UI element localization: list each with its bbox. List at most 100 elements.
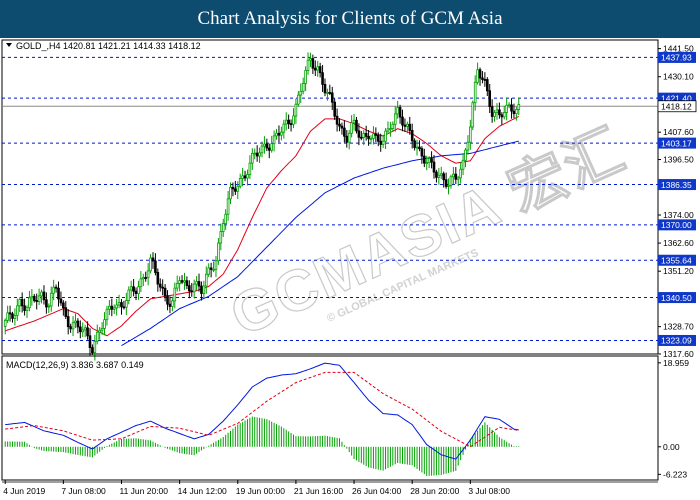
current-price-tag <box>657 100 697 113</box>
chart-canvas[interactable]: GOLD_,H4 1420.81 1421.21 1414.33 1418.12… <box>0 38 700 500</box>
candle-body <box>137 286 140 295</box>
macd-tick-label: -6.223 <box>663 469 687 479</box>
candle-body <box>490 106 494 117</box>
level-tag <box>658 334 696 346</box>
candle-body <box>301 83 305 92</box>
candle-body <box>389 128 392 130</box>
candle-body <box>423 155 426 164</box>
time-tick-label: 26 Jun 04:00 <box>352 486 401 496</box>
candle-body <box>229 187 232 200</box>
candle-body <box>275 132 278 137</box>
level-tag <box>658 292 696 304</box>
candle-body <box>241 175 244 179</box>
candle-body <box>355 119 358 132</box>
candle-body <box>289 123 293 126</box>
candle-body <box>512 110 516 115</box>
ma-slow-line <box>121 140 519 347</box>
candle-body <box>466 141 470 151</box>
candle-body <box>188 285 191 292</box>
candle-body <box>476 69 479 83</box>
candle-body <box>478 69 482 79</box>
candle-body <box>178 280 181 284</box>
level-tag <box>658 51 696 63</box>
candle-body <box>202 285 206 294</box>
level-value: 1421.40 <box>661 93 692 103</box>
level-value: 1355.64 <box>661 255 692 265</box>
candle-body <box>224 213 227 224</box>
candle-body <box>173 287 177 302</box>
candle-body <box>69 326 72 330</box>
candle-body <box>112 307 116 310</box>
candle-body <box>452 173 455 178</box>
time-tick-label: 3 Jul 08:00 <box>468 486 510 496</box>
candle-body <box>81 329 85 333</box>
candle-body <box>195 281 198 285</box>
candle-body <box>415 146 419 149</box>
candle-body <box>396 107 399 115</box>
time-tick-label: 14 Jun 12:00 <box>178 486 227 496</box>
candle-body <box>413 140 416 149</box>
macd-tick-label: 0.00 <box>663 442 680 452</box>
macd-pane: MACD(12,26,9) 3.836 3.687 0.149 18.959 0.… <box>1 355 689 481</box>
candle-body <box>49 292 53 307</box>
candle-body <box>163 287 167 297</box>
ma-fast-line <box>5 115 520 337</box>
candle-body <box>100 327 104 331</box>
time-tick-label: 21 Jun 16:00 <box>294 486 343 496</box>
level-tag <box>658 219 696 231</box>
time-tick-label: 19 Jun 00:00 <box>236 486 285 496</box>
candle-body <box>6 312 9 321</box>
candle-body <box>485 79 489 92</box>
candle-body <box>20 298 24 307</box>
candle-body <box>263 143 266 147</box>
candle-body <box>207 267 211 275</box>
candle-body <box>444 179 448 187</box>
candle-body <box>45 299 48 308</box>
macd-plot <box>4 362 520 477</box>
candle-body <box>200 285 203 294</box>
candle-body <box>83 327 87 331</box>
candle-body <box>166 295 169 305</box>
macd-pane-border <box>1 355 659 481</box>
level-value: 1323.09 <box>661 336 692 346</box>
candle-body <box>347 132 351 143</box>
candle-body <box>214 260 218 270</box>
candle-body <box>386 128 390 132</box>
candle-body <box>406 123 409 127</box>
candle-body <box>238 178 242 187</box>
candle-body <box>190 290 194 293</box>
candle-body <box>144 277 148 279</box>
candle-body <box>379 140 383 145</box>
candle-body <box>384 130 387 142</box>
candle-body <box>168 303 172 307</box>
time-axis: 4 Jun 2019 7 Jun 08:00 11 Jun 20:00 14 Jun … <box>2 480 658 496</box>
candle-body <box>217 242 220 262</box>
candle-body <box>18 298 22 307</box>
candle-body <box>456 177 460 180</box>
candle-body <box>335 115 339 125</box>
moving-averages <box>5 115 520 347</box>
price-tick-label: 1430.10 <box>663 72 694 82</box>
candle-body <box>219 231 223 244</box>
candle-body <box>340 125 344 129</box>
candle-body <box>321 72 324 85</box>
candle-body <box>234 188 237 192</box>
candle-body <box>343 127 346 137</box>
candle-body <box>430 158 433 163</box>
candle-body <box>507 104 511 107</box>
candle-body <box>212 268 215 271</box>
menu-triangle-icon[interactable] <box>6 43 12 47</box>
price-tick-label: 1351.20 <box>663 266 694 276</box>
candle-body <box>243 175 247 179</box>
candle-body <box>98 329 101 333</box>
candle-body <box>265 143 269 149</box>
candle-body <box>345 135 349 143</box>
candle-body <box>280 131 283 136</box>
candle-body <box>103 319 106 329</box>
symbol-ohlc-label: GOLD_,H4 1420.81 1421.21 1414.33 1418.12 <box>16 41 201 51</box>
candle-body <box>418 146 421 150</box>
candle-body <box>156 272 160 285</box>
candle-body <box>471 102 475 128</box>
candle-body <box>393 113 397 125</box>
candle-body <box>432 161 436 173</box>
